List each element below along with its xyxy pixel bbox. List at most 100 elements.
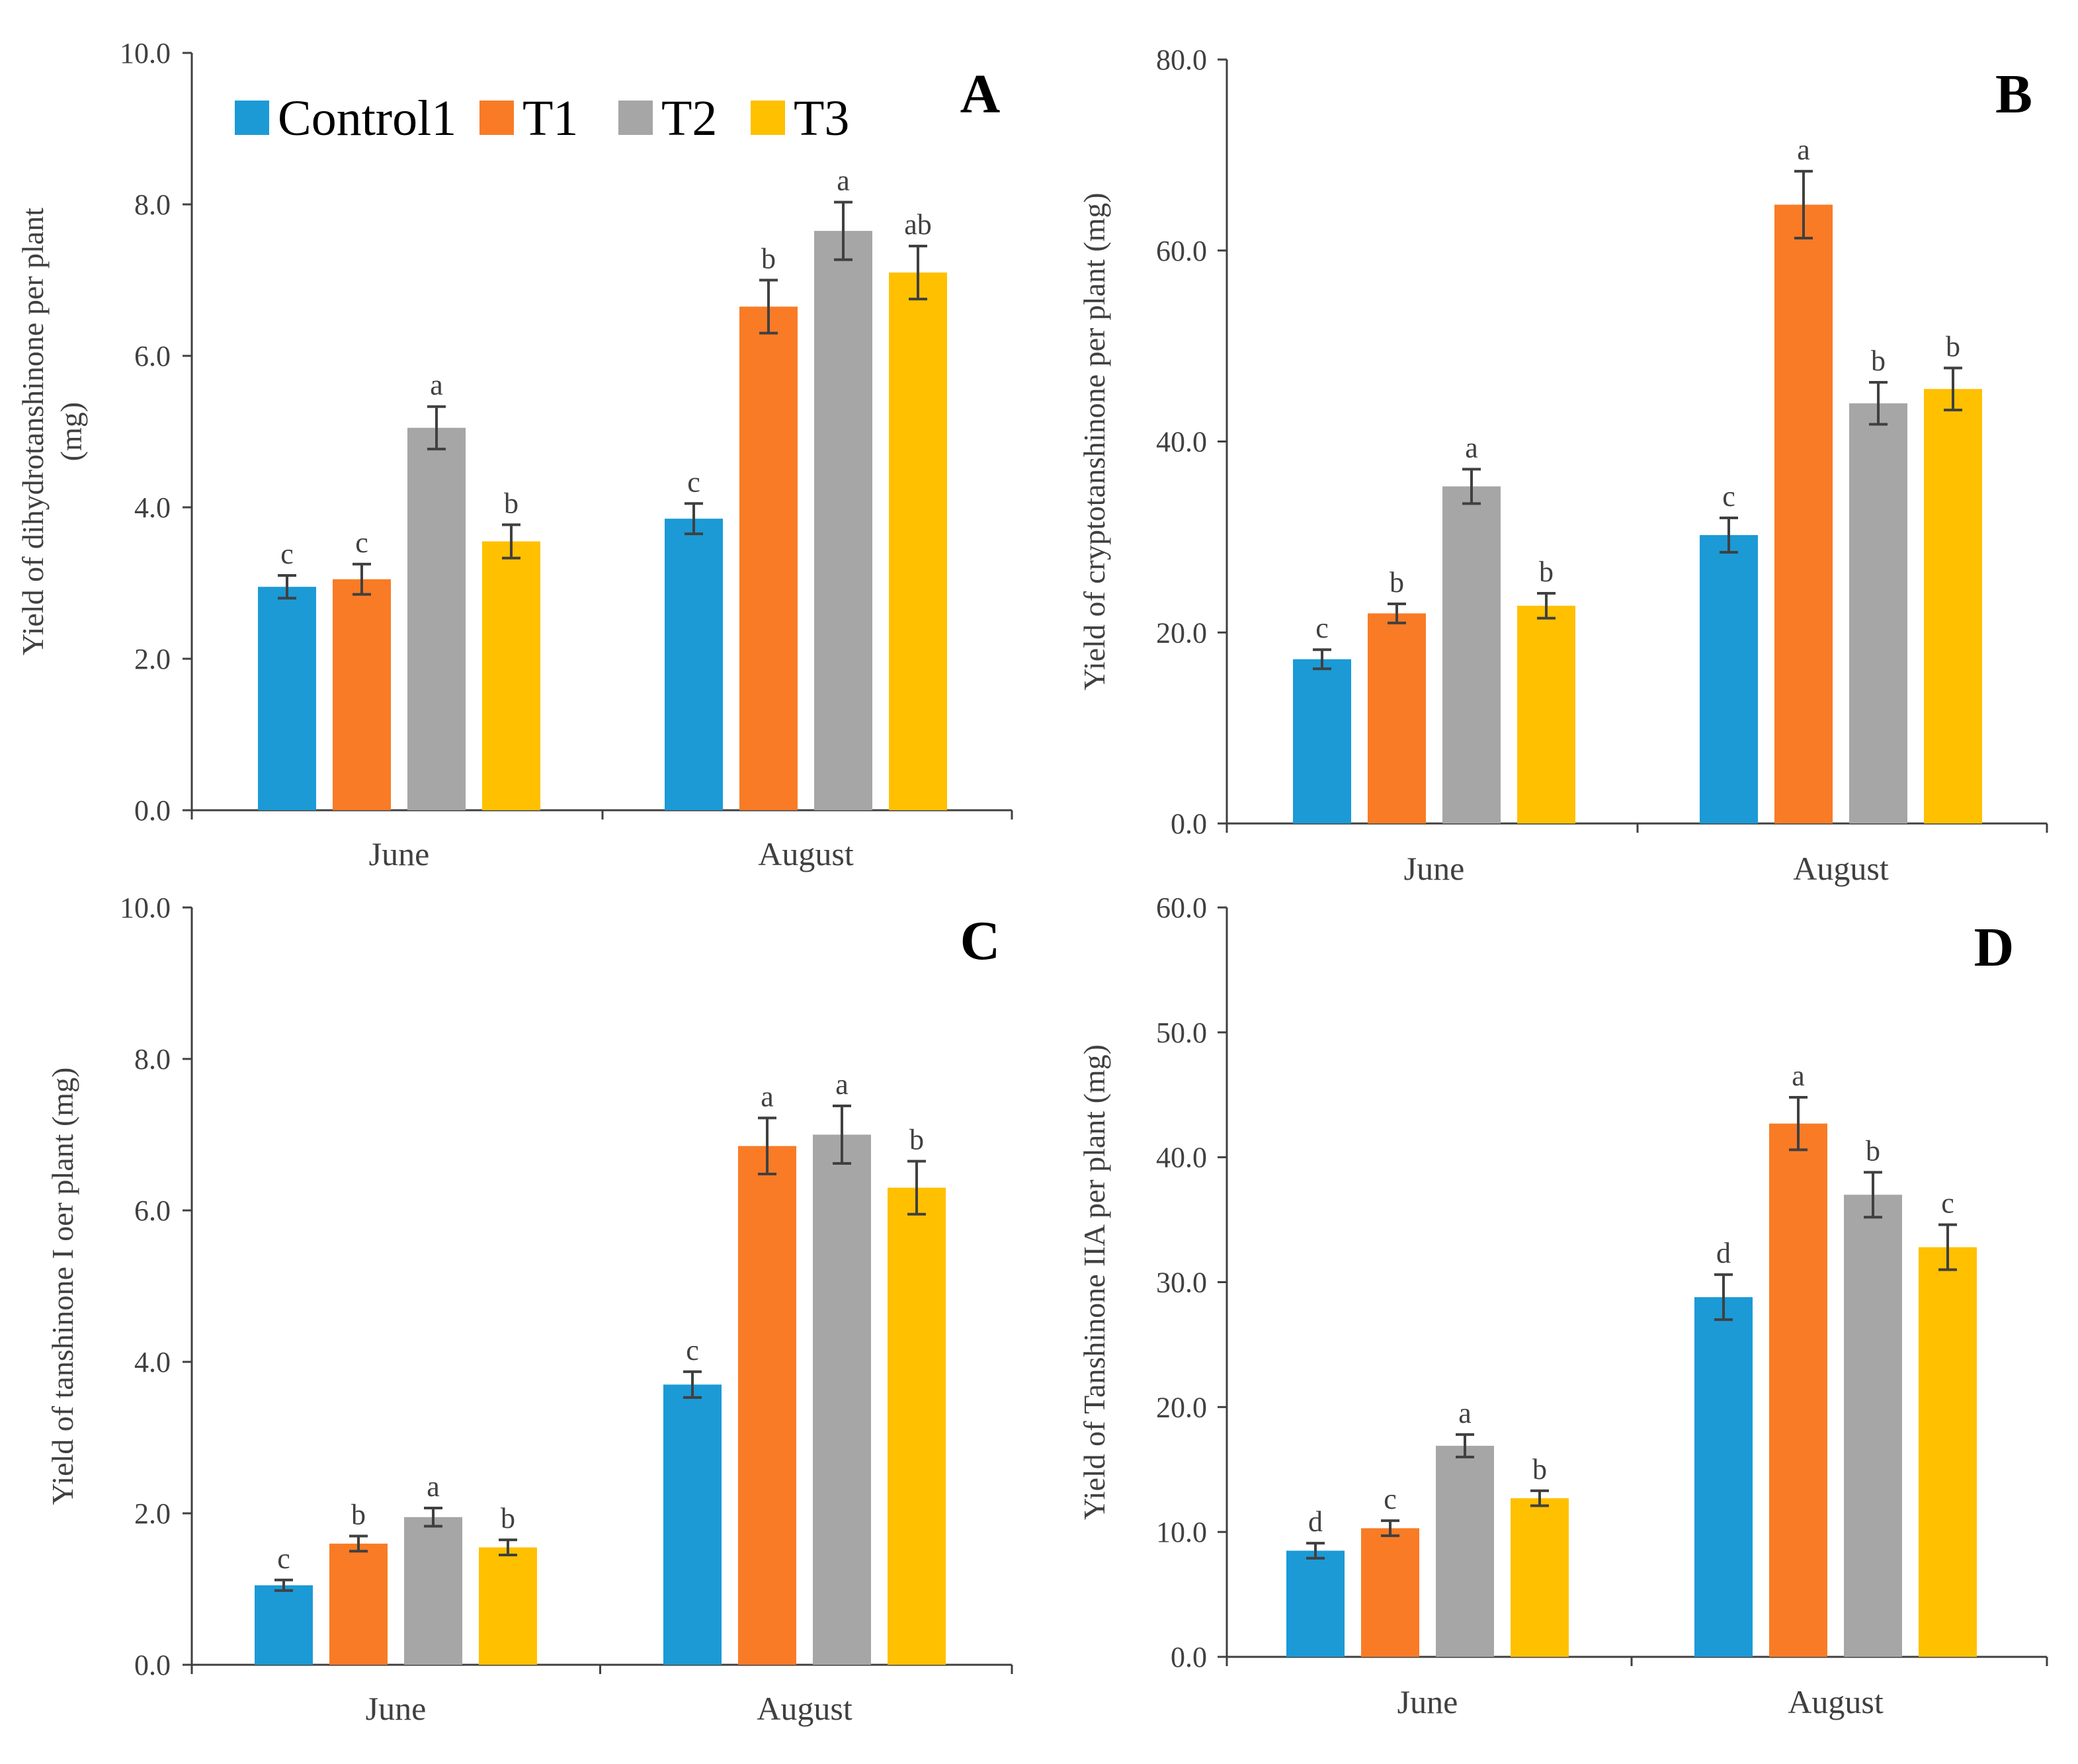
significance-letter: a bbox=[1792, 1060, 1805, 1092]
bar-t3-august bbox=[889, 273, 947, 810]
y-tick-label: 50.0 bbox=[1156, 1017, 1207, 1049]
x-category-label: August bbox=[1793, 850, 1889, 887]
significance-letter: a bbox=[430, 369, 443, 401]
y-tick-label: 4.0 bbox=[134, 491, 171, 524]
y-axis-title: Yield of dihydrotanshinone per plant bbox=[16, 208, 50, 655]
bar-control1-august bbox=[665, 519, 723, 810]
legend-label-t3: T3 bbox=[794, 91, 849, 146]
panel-letter: A bbox=[960, 63, 1001, 125]
bar-t1-june bbox=[333, 579, 391, 810]
y-axis-title: Yield of tanshinone I oer plant (mg) bbox=[46, 1068, 79, 1505]
bar-t2-june bbox=[1436, 1445, 1494, 1657]
legend-label-t2: T2 bbox=[661, 91, 717, 146]
bar-t2-june bbox=[404, 1517, 462, 1665]
panel-letter: D bbox=[1974, 917, 2015, 978]
significance-letter: c bbox=[686, 1334, 699, 1366]
y-tick-label: 60.0 bbox=[1156, 235, 1207, 267]
panel-b: 0.0 20.0 40.0 60.0 80.0 Yield of cryptotanshi… bbox=[1077, 44, 2048, 887]
y-tick-label: 8.0 bbox=[134, 189, 171, 221]
y-tick-label: 30.0 bbox=[1156, 1267, 1207, 1299]
significance-letter: b bbox=[909, 1124, 924, 1156]
legend-label-t1: T1 bbox=[522, 91, 578, 146]
y-axis-title: Yield of cryptotanshinone per plant (mg) bbox=[1077, 192, 1111, 690]
bar-t2-june bbox=[407, 427, 466, 810]
significance-letter: c bbox=[280, 538, 294, 570]
significance-letter: ab bbox=[904, 208, 932, 241]
y-tick-label: 0.0 bbox=[134, 1649, 171, 1681]
bar-control1-august bbox=[663, 1384, 722, 1665]
bar-control1-june bbox=[258, 587, 316, 810]
x-category-label: June bbox=[1397, 1683, 1458, 1720]
bar-control1-august bbox=[1700, 534, 1758, 823]
x-category-label: August bbox=[758, 835, 854, 872]
bar-t2-august bbox=[813, 1134, 871, 1665]
significance-letter: b bbox=[1866, 1134, 1880, 1167]
legend: Control1 T1 T2 T3 bbox=[235, 91, 849, 146]
y-axis-title: (mg) bbox=[54, 402, 88, 461]
y-tick-label: 20.0 bbox=[1156, 616, 1207, 649]
significance-letter: c bbox=[1722, 480, 1735, 513]
bar-control1-august bbox=[1694, 1297, 1753, 1657]
bar-t3-august bbox=[1924, 389, 1982, 823]
bar-t2-august bbox=[1844, 1195, 1902, 1657]
y-tick-label: 8.0 bbox=[134, 1043, 171, 1075]
bar-t3-june bbox=[482, 541, 540, 810]
significance-letter: a bbox=[837, 165, 850, 197]
significance-letter: a bbox=[761, 1080, 774, 1113]
y-tick-label: 80.0 bbox=[1156, 44, 1207, 76]
bar-t3-june bbox=[479, 1547, 537, 1665]
y-tick-label: 2.0 bbox=[134, 1497, 171, 1530]
panel-c: 0.0 2.0 4.0 6.0 8.0 10.0 Yield of tanshinone I… bbox=[46, 892, 1013, 1727]
bar-t1-june bbox=[1361, 1528, 1419, 1657]
significance-letter: a bbox=[1458, 1397, 1472, 1429]
x-category-label: August bbox=[1788, 1683, 1884, 1720]
legend-swatch-t3 bbox=[751, 101, 785, 135]
panel-a: 0.0 2.0 4.0 6.0 8.0 10.0 Yield of dihydrotansh… bbox=[16, 37, 1013, 872]
significance-letter: a bbox=[1797, 134, 1810, 166]
significance-letter: d bbox=[1308, 1505, 1323, 1538]
y-tick-label: 10.0 bbox=[1156, 1516, 1207, 1548]
bar-t1-august bbox=[739, 306, 798, 810]
y-tick-label: 2.0 bbox=[134, 643, 171, 675]
y-tick-label: 10.0 bbox=[120, 37, 171, 69]
x-category-label: June bbox=[369, 835, 430, 872]
significance-letter: c bbox=[687, 466, 700, 498]
significance-letter: b bbox=[1390, 566, 1404, 599]
y-tick-label: 60.0 bbox=[1156, 892, 1207, 924]
significance-letter: a bbox=[1465, 431, 1478, 464]
panel-letter: B bbox=[1995, 63, 2032, 125]
x-category-label: August bbox=[757, 1690, 852, 1727]
bar-t3-june bbox=[1517, 605, 1575, 823]
bar-t1-august bbox=[1769, 1123, 1827, 1657]
bar-t3-june bbox=[1511, 1498, 1569, 1657]
bar-t1-june bbox=[329, 1543, 388, 1665]
significance-letter: b bbox=[504, 487, 519, 519]
significance-letter: a bbox=[427, 1470, 440, 1503]
legend-label-control1: Control1 bbox=[278, 91, 456, 146]
significance-letter: b bbox=[1871, 345, 1886, 377]
y-tick-label: 6.0 bbox=[134, 1195, 171, 1227]
significance-letter: c bbox=[1384, 1483, 1397, 1515]
bar-control1-june bbox=[1293, 659, 1351, 823]
bar-t2-august bbox=[1849, 403, 1907, 823]
bar-control1-june bbox=[255, 1585, 313, 1665]
significance-letter: c bbox=[1315, 612, 1329, 644]
bar-t1-june bbox=[1368, 613, 1426, 823]
significance-letter: b bbox=[1539, 556, 1554, 588]
significance-letter: a bbox=[835, 1068, 849, 1101]
y-tick-label: 4.0 bbox=[134, 1346, 171, 1378]
y-tick-label: 20.0 bbox=[1156, 1391, 1207, 1423]
y-tick-label: 6.0 bbox=[134, 340, 171, 372]
bar-t3-august bbox=[1919, 1247, 1977, 1657]
y-tick-label: 0.0 bbox=[1171, 808, 1207, 840]
significance-letter: d bbox=[1716, 1237, 1731, 1269]
legend-swatch-control1 bbox=[235, 101, 269, 135]
significance-letter: c bbox=[1941, 1187, 1954, 1220]
y-tick-label: 0.0 bbox=[134, 794, 171, 827]
legend-swatch-t1 bbox=[479, 101, 514, 135]
significance-letter: b bbox=[501, 1502, 515, 1534]
y-tick-label: 40.0 bbox=[1156, 1142, 1207, 1174]
y-tick-label: 40.0 bbox=[1156, 426, 1207, 458]
significance-letter: b bbox=[1532, 1453, 1547, 1486]
